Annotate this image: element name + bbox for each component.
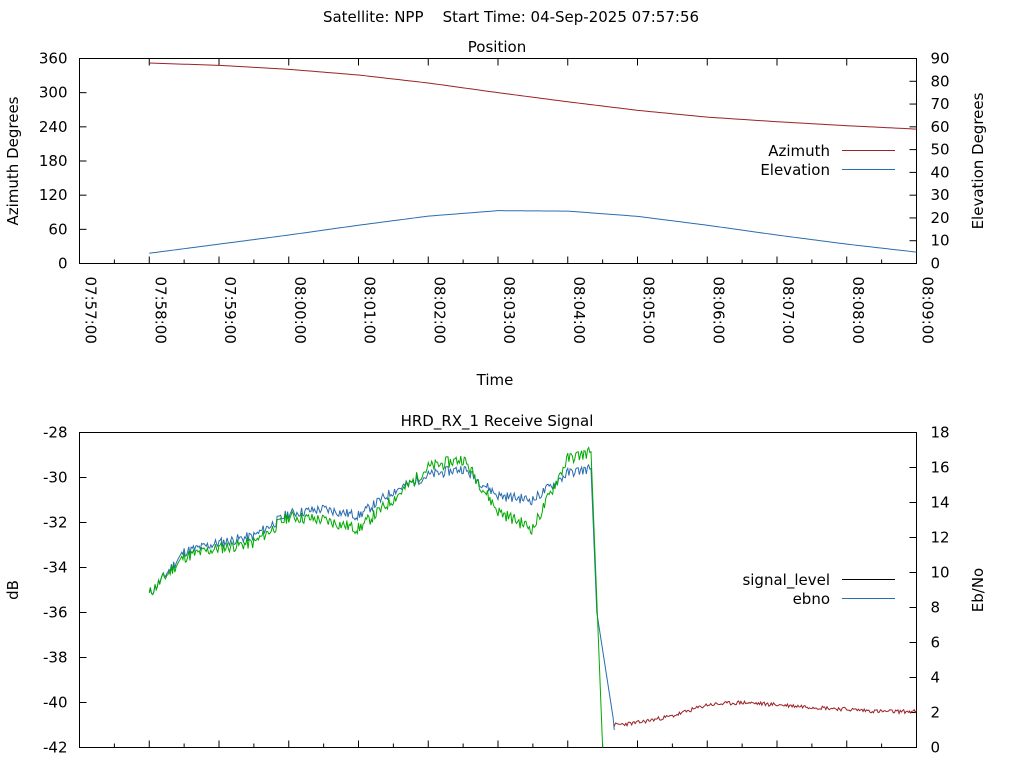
x-tick-label: 08:07:00	[779, 277, 797, 344]
signal-level-line	[148, 463, 615, 730]
x-tick-label: 08:04:00	[570, 277, 588, 344]
x-tick-label: 08:00:00	[291, 277, 309, 344]
legend-label-signal-level: signal_level	[742, 571, 830, 590]
signal-y-label: dB	[4, 580, 22, 600]
x-tick-label: 07:57:00	[82, 277, 100, 344]
x-tick-label: 08:03:00	[500, 277, 518, 344]
signal-legend: signal_level ebno	[742, 571, 895, 608]
ebno-line	[148, 446, 604, 748]
signal-title: HRD_RX_1 Receive Signal	[401, 412, 594, 431]
left-y-tick-label: 300	[39, 84, 68, 102]
signal-series	[148, 446, 917, 748]
x-tick-label: 07:58:00	[151, 277, 169, 344]
signal-y2-label: Eb/No	[969, 568, 987, 612]
page-header: Satellite: NPP Start Time: 04-Sep-2025 0…	[323, 8, 699, 26]
right-y-tick-label: 4	[931, 669, 941, 687]
x-tick-label: 08:09:00	[919, 277, 937, 344]
left-y-tick-label: -32	[43, 514, 68, 532]
left-y-tick-label: 0	[58, 255, 68, 273]
x-tick-label: 08:01:00	[361, 277, 379, 344]
signal-chart: HRD_RX_1 Receive Signal -28-30-32-34-36-…	[4, 412, 987, 757]
position-chart: Position 0 60 120 180 240 300 360 0 10 20 30 40 50 6…	[4, 38, 987, 389]
left-y-tick-label: -34	[43, 559, 68, 577]
right-y-tick-label: 60	[931, 118, 950, 136]
right-y-tick-label: 12	[931, 529, 950, 547]
left-y-tick-label: -30	[43, 469, 68, 487]
right-y-tick-label: 14	[931, 494, 950, 512]
x-tick-label: 08:06:00	[709, 277, 727, 344]
right-y-tick-label: 6	[931, 634, 941, 652]
right-y-tick-label: 20	[931, 209, 950, 227]
right-y-tick-label: 90	[931, 50, 950, 68]
left-y-tick-label: 60	[48, 220, 67, 238]
left-y-tick-label: -36	[43, 604, 68, 622]
position-y-ticks: 0 60 120 180 240 300 360	[39, 50, 87, 273]
right-y-tick-label: 8	[931, 599, 941, 617]
right-y-tick-label: 80	[931, 72, 950, 90]
right-y-tick-label: 16	[931, 459, 950, 477]
right-y-tick-label: 30	[931, 186, 950, 204]
right-y-tick-label: 70	[931, 95, 950, 113]
right-y-tick-label: 50	[931, 141, 950, 159]
signal-level-low-line	[613, 699, 917, 727]
position-y-label: Azimuth Degrees	[4, 96, 22, 225]
signal-y-ticks: -28 -30 -32 -34 -36 -38 -40 -42	[43, 424, 87, 757]
signal-x-ticks	[79, 740, 917, 748]
position-x-label: Time	[476, 371, 514, 389]
position-series	[149, 62, 917, 254]
right-y-tick-label: 0	[931, 255, 941, 273]
left-y-tick-label: 240	[39, 118, 68, 136]
azimuth-line	[149, 62, 917, 130]
position-legend: Azimuth Elevation	[760, 142, 895, 179]
x-tick-label: 07:59:00	[221, 277, 239, 344]
position-title: Position	[468, 38, 526, 56]
left-y-tick-label: 120	[39, 186, 68, 204]
position-y2-ticks: 0 10 20 30 40 50 60 70 80 90	[909, 50, 950, 273]
legend-label-elevation: Elevation	[760, 161, 830, 179]
left-y-tick-label: -38	[43, 649, 68, 667]
right-y-tick-label: 10	[931, 564, 950, 582]
x-tick-label: 08:08:00	[849, 277, 867, 344]
legend-label-ebno: ebno	[793, 590, 830, 608]
position-y2-label: Elevation Degrees	[969, 92, 987, 229]
right-y-tick-label: 18	[931, 424, 950, 442]
x-tick-label: 08:05:00	[640, 277, 658, 344]
left-y-tick-label: 180	[39, 152, 68, 170]
signal-y2-ticks: 0 2 4 6 8 10 12 14 16 18	[909, 424, 950, 757]
right-y-tick-label: 0	[931, 739, 941, 757]
position-x-ticks: 07:57:00 07:58:00 07:59:00 08:00:00 08:01:00…	[79, 58, 937, 344]
x-tick-label: 08:02:00	[430, 277, 448, 344]
left-y-tick-label: -40	[43, 694, 68, 712]
right-y-tick-label: 10	[931, 232, 950, 250]
left-y-tick-label: 360	[39, 50, 68, 68]
left-y-tick-label: -42	[43, 739, 68, 757]
right-y-tick-label: 2	[931, 704, 941, 722]
right-y-tick-label: 40	[931, 163, 950, 181]
elevation-line	[149, 210, 917, 254]
signal-plot-frame	[79, 432, 917, 748]
legend-label-azimuth: Azimuth	[768, 142, 830, 160]
left-y-tick-label: -28	[43, 424, 68, 442]
